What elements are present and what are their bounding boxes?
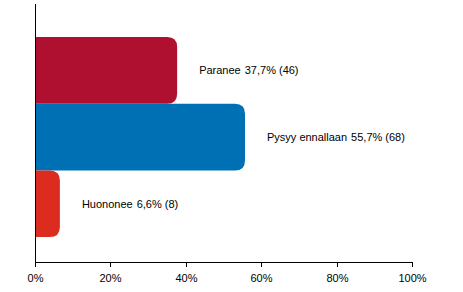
x-tick-label: 0% <box>28 272 44 284</box>
axes: 0% 20% 40% 60% 80% 100% <box>28 4 427 284</box>
chart-container: Paranee 37,7% (46) Pysyy ennallaan 55,7% (6… <box>0 0 463 292</box>
data-labels: Paranee 37,7% (46) Pysyy ennallaan 55,7% (6… <box>82 64 405 209</box>
x-tick <box>110 262 111 267</box>
x-tick <box>337 262 338 267</box>
category-label: Pysyy ennallaan <box>267 131 347 143</box>
bar <box>35 170 60 237</box>
x-tick-label: 60% <box>250 272 272 284</box>
x-tick <box>35 262 36 267</box>
data-label: Pysyy ennallaan 55,7% (68) <box>267 131 405 143</box>
y-axis-line <box>35 4 36 262</box>
chart-svg: Paranee 37,7% (46) Pysyy ennallaan 55,7% (6… <box>0 0 463 292</box>
x-axis-line <box>35 262 412 263</box>
bar <box>35 104 245 171</box>
category-label: Huononee <box>82 198 133 210</box>
value-label: 37,7% (46) <box>245 64 299 76</box>
x-tick <box>412 262 413 267</box>
data-label: Paranee 37,7% (46) <box>199 64 298 76</box>
x-tick <box>186 262 187 267</box>
value-label: 55,7% (68) <box>351 131 405 143</box>
bar <box>35 37 177 104</box>
x-tick-label: 40% <box>175 272 197 284</box>
data-label: Huononee 6,6% (8) <box>82 198 178 210</box>
x-tick-label: 80% <box>326 272 348 284</box>
value-label: 6,6% (8) <box>137 198 179 210</box>
category-label: Paranee <box>199 64 241 76</box>
bars <box>35 37 245 237</box>
x-tick-label: 20% <box>99 272 121 284</box>
x-tick-label: 100% <box>398 272 426 284</box>
x-tick <box>261 262 262 267</box>
